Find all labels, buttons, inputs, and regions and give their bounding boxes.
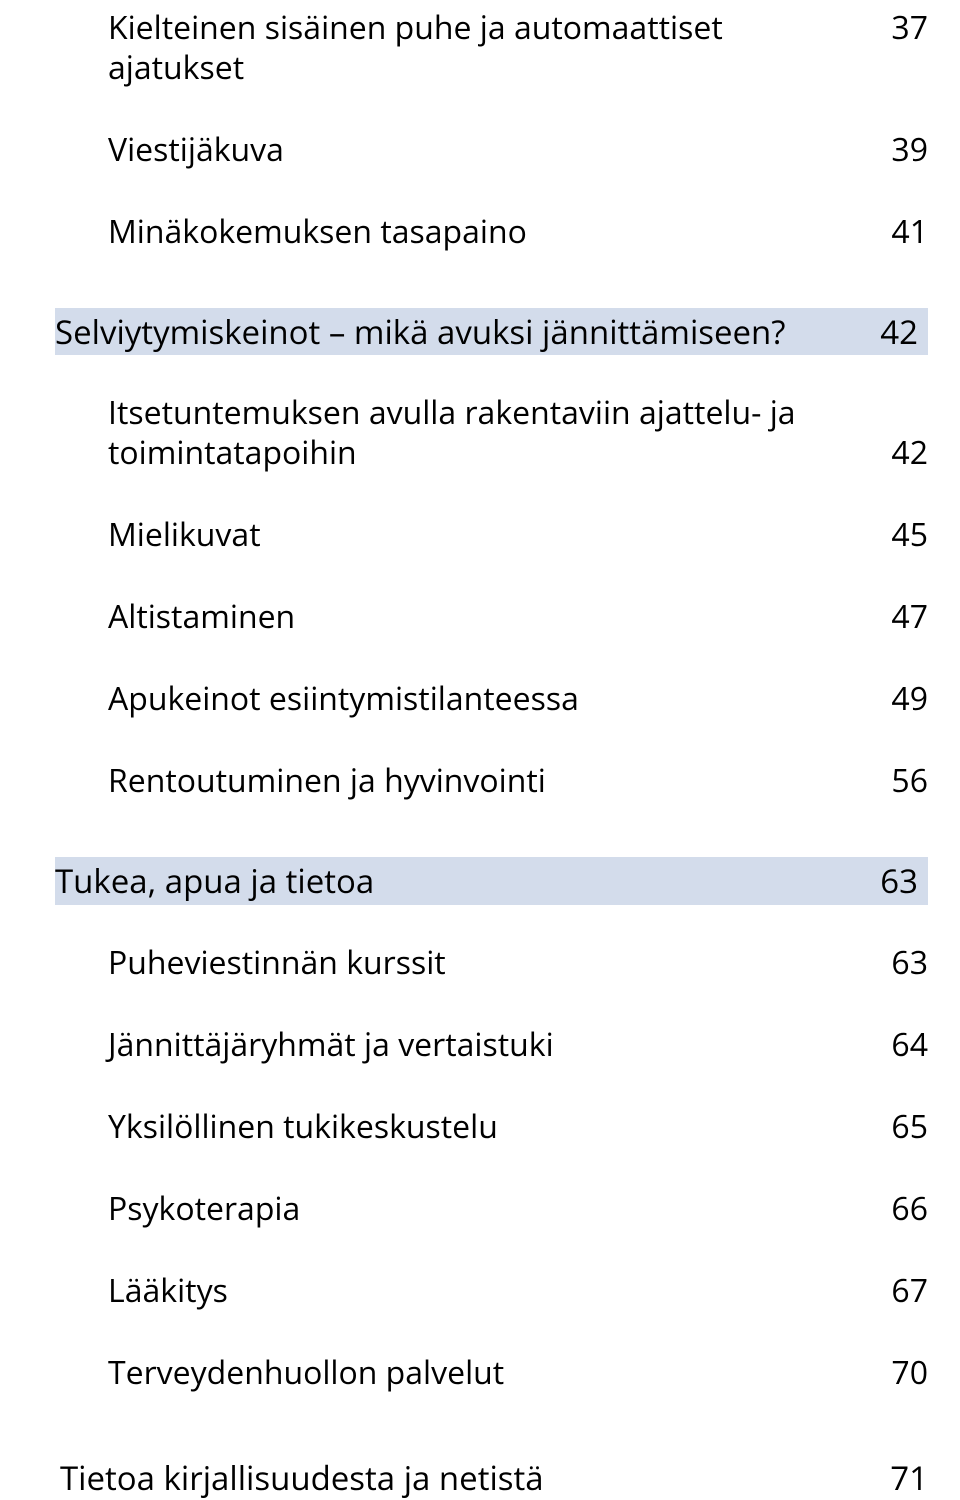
toc-page-number: 65 <box>868 1107 928 1147</box>
toc-page-number: 56 <box>868 761 928 801</box>
toc-section-plain: Tietoa kirjallisuudesta ja netistä 71 <box>60 1457 928 1498</box>
toc-label: Jännittäjäryhmät ja vertaistuki <box>108 1025 868 1065</box>
toc-section-label: Selviytymiskeinot – mikä avuksi jännittä… <box>55 311 858 352</box>
toc-subitem: Itsetuntemuksen avulla rakentaviin ajatt… <box>108 393 928 473</box>
toc-subitem: Terveydenhuollon palvelut 70 <box>108 1353 928 1393</box>
toc-label: Apukeinot esiintymistilanteessa <box>108 679 868 719</box>
toc-label: Viestijäkuva <box>108 130 868 170</box>
toc-subitem: Rentoutuminen ja hyvinvointi 56 <box>108 761 928 801</box>
toc-subitem: Apukeinot esiintymistilanteessa 49 <box>108 679 928 719</box>
toc-label: Kielteinen sisäinen puhe ja automaattise… <box>108 8 868 88</box>
toc-page-number: 42 <box>868 433 928 473</box>
toc-label: Terveydenhuollon palvelut <box>108 1353 868 1393</box>
toc-page: Kielteinen sisäinen puhe ja automaattise… <box>0 8 960 1498</box>
toc-page-number: 67 <box>868 1271 928 1311</box>
toc-subitem: Altistaminen 47 <box>108 597 928 637</box>
toc-page-number: 42 <box>858 311 918 352</box>
toc-label: Lääkitys <box>108 1271 868 1311</box>
toc-subitem: Yksilöllinen tukikeskustelu 65 <box>108 1107 928 1147</box>
toc-page-number: 39 <box>868 130 928 170</box>
toc-page-number: 47 <box>868 597 928 637</box>
toc-label: Itsetuntemuksen avulla rakentaviin ajatt… <box>108 393 868 473</box>
toc-page-number: 49 <box>868 679 928 719</box>
toc-subitem: Minäkokemuksen tasapaino 41 <box>108 212 928 252</box>
toc-page-number: 70 <box>868 1353 928 1393</box>
toc-label: Puheviestinnän kurssit <box>108 943 868 983</box>
toc-page-number: 64 <box>868 1025 928 1065</box>
toc-section: Selviytymiskeinot – mikä avuksi jännittä… <box>55 308 928 355</box>
toc-subitem: Viestijäkuva 39 <box>108 130 928 170</box>
toc-section-label: Tukea, apua ja tietoa <box>55 860 858 901</box>
toc-subitem: Puheviestinnän kurssit 63 <box>108 943 928 983</box>
toc-label: Mielikuvat <box>108 515 868 555</box>
toc-page-number: 41 <box>868 212 928 252</box>
toc-section-label: Tietoa kirjallisuudesta ja netistä <box>60 1457 868 1498</box>
toc-page-number: 66 <box>868 1189 928 1229</box>
toc-label: Yksilöllinen tukikeskustelu <box>108 1107 868 1147</box>
toc-page-number: 63 <box>868 943 928 983</box>
toc-label: Minäkokemuksen tasapaino <box>108 212 868 252</box>
toc-section: Tukea, apua ja tietoa 63 <box>55 857 928 904</box>
toc-label: Rentoutuminen ja hyvinvointi <box>108 761 868 801</box>
toc-label: Altistaminen <box>108 597 868 637</box>
toc-subitem: Psykoterapia 66 <box>108 1189 928 1229</box>
toc-subitem: Kielteinen sisäinen puhe ja automaattise… <box>108 8 928 88</box>
toc-subitem: Lääkitys 67 <box>108 1271 928 1311</box>
toc-label: Psykoterapia <box>108 1189 868 1229</box>
toc-page-number: 63 <box>858 860 918 901</box>
toc-page-number: 45 <box>868 515 928 555</box>
toc-subitem: Jännittäjäryhmät ja vertaistuki 64 <box>108 1025 928 1065</box>
toc-page-number: 37 <box>868 8 928 48</box>
toc-page-number: 71 <box>868 1457 928 1498</box>
toc-subitem: Mielikuvat 45 <box>108 515 928 555</box>
